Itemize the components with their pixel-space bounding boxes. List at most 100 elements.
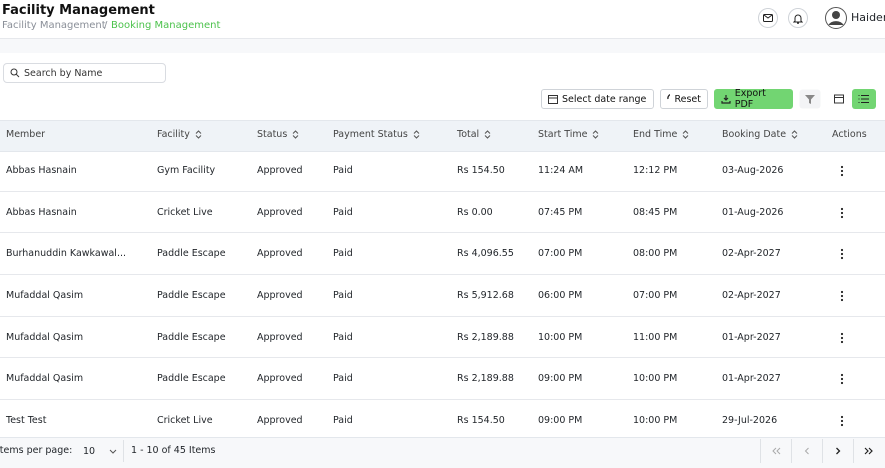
- reset-button[interactable]: Reset: [660, 89, 708, 109]
- table-cell: Paddle Escape: [157, 373, 226, 385]
- table-cell: 29-Jul-2026: [722, 415, 778, 427]
- user-avatar[interactable]: [825, 7, 847, 29]
- sort-icon[interactable]: [292, 130, 299, 139]
- table-cell: Mufaddal Qasim: [6, 289, 84, 301]
- column-label: Booking Date: [722, 129, 787, 140]
- pagination-range: 1 - 10 of 45 Items: [131, 445, 216, 456]
- column-header: Member: [6, 129, 45, 140]
- notification-button[interactable]: [788, 8, 808, 28]
- column-label: End Time: [633, 129, 678, 140]
- sort-icon[interactable]: [592, 130, 599, 139]
- mail-button[interactable]: [758, 8, 778, 28]
- table-cell: Rs 154.50: [457, 164, 505, 176]
- page-title: Facility Management: [2, 3, 155, 18]
- items-per-page-label: Items per page:: [0, 445, 73, 456]
- column-label: Actions: [832, 129, 867, 140]
- table-cell: Approved: [257, 206, 303, 218]
- column-header[interactable]: Facility: [157, 129, 202, 140]
- user-name[interactable]: Haider: [851, 11, 885, 24]
- column-label: Facility: [157, 129, 190, 140]
- column-header[interactable]: Payment Status: [333, 129, 420, 140]
- table-cell: 01-Aug-2026: [722, 206, 784, 218]
- table-cell: Gym Facility: [157, 164, 216, 176]
- last-page-button[interactable]: [853, 439, 884, 463]
- table-cell: Rs 2,189.88: [457, 331, 514, 343]
- list-view-toggle[interactable]: [852, 89, 876, 109]
- row-actions[interactable]: [838, 373, 846, 385]
- table-cell: Paid: [333, 206, 353, 218]
- next-page-button[interactable]: [822, 439, 853, 463]
- table-cell: Rs 0.00: [457, 206, 493, 218]
- column-header[interactable]: Start Time: [538, 129, 599, 140]
- export-pdf-button[interactable]: Export PDF: [714, 88, 793, 110]
- table-cell: 08:45 PM: [633, 206, 678, 218]
- column-label: Member: [6, 129, 46, 140]
- table-cell: Approved: [257, 373, 303, 385]
- search-input[interactable]: Search by Name: [3, 63, 166, 83]
- breadcrumb-link[interactable]: Facility Management: [2, 20, 106, 31]
- export-label: Export PDF: [734, 88, 766, 110]
- table-row: [0, 275, 885, 317]
- column-label: Start Time: [538, 129, 588, 140]
- row-actions[interactable]: [838, 248, 846, 260]
- table-cell: Abbas Hasnain: [6, 164, 77, 176]
- table-cell: Paid: [333, 289, 353, 301]
- column-header[interactable]: Booking Date: [722, 129, 798, 140]
- breadcrumb-current: Booking Management: [111, 20, 221, 31]
- table-header: [0, 120, 885, 152]
- table-row: [0, 192, 885, 234]
- table-cell: 03-Aug-2026: [722, 164, 784, 176]
- row-actions[interactable]: [838, 415, 846, 427]
- column-label: Status: [257, 129, 288, 140]
- items-per-page-select[interactable]: 10: [78, 440, 124, 462]
- table-cell: Approved: [257, 415, 303, 427]
- date-range-button[interactable]: Select date range: [541, 89, 654, 109]
- table-row: [0, 359, 885, 401]
- row-actions[interactable]: [838, 332, 846, 344]
- column-header[interactable]: Total: [457, 129, 491, 140]
- sort-icon[interactable]: [413, 130, 420, 139]
- table-cell: Burhanuddin Kawkawal...: [6, 248, 127, 260]
- table-cell: 10:00 PM: [633, 373, 678, 385]
- table-cell: 10:00 PM: [538, 331, 583, 343]
- column-header[interactable]: End Time: [633, 129, 689, 140]
- table-row: [0, 150, 885, 192]
- row-actions[interactable]: [838, 207, 846, 219]
- first-page-button[interactable]: [760, 439, 791, 463]
- sort-icon[interactable]: [484, 130, 491, 139]
- table-cell: Paddle Escape: [157, 248, 226, 260]
- table-cell: Approved: [257, 248, 303, 260]
- calendar-view-toggle[interactable]: [828, 89, 850, 109]
- table-cell: 09:00 PM: [538, 373, 583, 385]
- table-cell: Paid: [333, 415, 353, 427]
- table-cell: Approved: [257, 164, 303, 176]
- table-cell: Rs 4,096.55: [457, 248, 514, 260]
- table-cell: Cricket Live: [157, 206, 213, 218]
- prev-page-button[interactable]: [791, 439, 822, 463]
- table-cell: 07:00 PM: [538, 248, 583, 260]
- table-cell: Paddle Escape: [157, 331, 226, 343]
- table-cell: Paid: [333, 373, 353, 385]
- filter-button[interactable]: [799, 89, 821, 109]
- table-cell: 11:24 AM: [538, 164, 584, 176]
- row-actions[interactable]: [838, 165, 846, 177]
- sort-icon[interactable]: [791, 130, 798, 139]
- table-cell: Rs 5,912.68: [457, 289, 514, 301]
- column-label: Payment Status: [333, 129, 408, 140]
- column-header[interactable]: Status: [257, 129, 299, 140]
- table-cell: 01-Apr-2027: [722, 373, 781, 385]
- table-cell: Abbas Hasnain: [6, 206, 77, 218]
- items-per-page-value: 10: [83, 445, 96, 457]
- breadcrumb-separator: /: [104, 20, 108, 31]
- table-cell: Mufaddal Qasim: [6, 331, 84, 343]
- row-actions[interactable]: [838, 290, 846, 302]
- table-cell: 12:12 PM: [633, 164, 678, 176]
- column-label: Total: [457, 129, 480, 140]
- sort-icon[interactable]: [682, 130, 689, 139]
- table-cell: 11:00 PM: [633, 331, 678, 343]
- table-cell: 06:00 PM: [538, 289, 583, 301]
- sort-icon[interactable]: [195, 130, 202, 139]
- table-cell: 08:00 PM: [633, 248, 678, 260]
- table-cell: Rs 154.50: [457, 415, 505, 427]
